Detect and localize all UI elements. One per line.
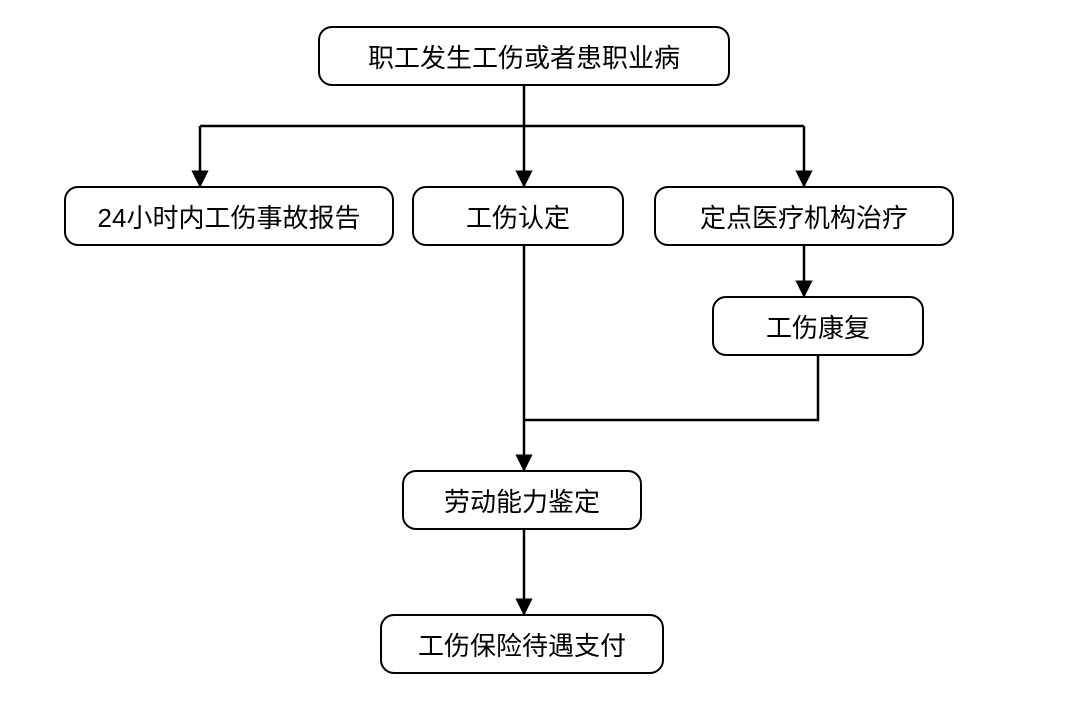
node-label: 定点医疗机构治疗 <box>700 198 908 235</box>
node-treat: 定点医疗机构治疗 <box>654 186 954 246</box>
flowchart-canvas: 职工发生工伤或者患职业病 24小时内工伤事故报告 工伤认定 定点医疗机构治疗 工… <box>0 0 1080 717</box>
node-assess: 劳动能力鉴定 <box>402 470 642 530</box>
node-label: 工伤康复 <box>766 308 870 345</box>
node-label: 劳动能力鉴定 <box>444 482 600 519</box>
node-pay: 工伤保险待遇支付 <box>380 614 664 674</box>
node-label: 24小时内工伤事故报告 <box>98 198 361 235</box>
node-label: 职工发生工伤或者患职业病 <box>368 38 680 75</box>
node-report: 24小时内工伤事故报告 <box>64 186 394 246</box>
node-label: 工伤保险待遇支付 <box>418 626 626 663</box>
edge-rehab-merge <box>524 356 818 420</box>
node-label: 工伤认定 <box>466 198 570 235</box>
node-start: 职工发生工伤或者患职业病 <box>318 26 730 86</box>
edges-layer <box>0 0 1080 717</box>
node-rehab: 工伤康复 <box>712 296 924 356</box>
node-identify: 工伤认定 <box>412 186 624 246</box>
